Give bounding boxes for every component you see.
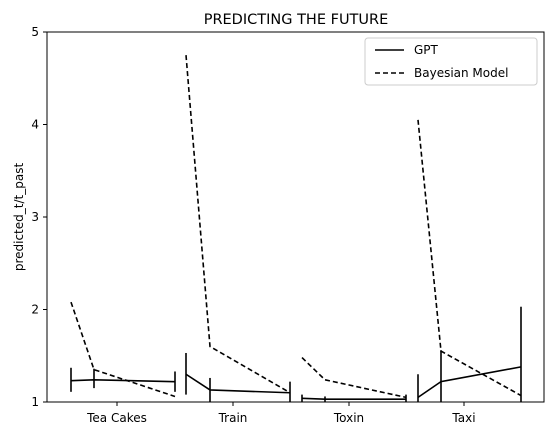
- y-tick-label: 4: [31, 118, 39, 132]
- x-tick-label: Taxi: [451, 411, 475, 425]
- y-tick-label: 1: [31, 395, 39, 409]
- legend-gpt-label: GPT: [414, 43, 439, 57]
- y-axis-label: predicted_t/t_past: [12, 163, 26, 272]
- legend-box: [364, 37, 538, 86]
- x-tick-label: Train: [218, 411, 248, 425]
- gpt-line-0: [70, 378, 176, 383]
- gpt-series: [70, 306, 522, 402]
- x-tick-label: Toxin: [333, 411, 364, 425]
- bayesian-line-0: [70, 301, 176, 398]
- gpt-line-1: [185, 373, 291, 394]
- gpt-line-2: [301, 397, 406, 401]
- x-tick-label: Tea Cakes: [86, 411, 147, 425]
- y-tick-label: 5: [31, 25, 39, 39]
- legend-bayesian-label: Bayesian Model: [414, 66, 508, 80]
- series-layer: [70, 55, 522, 402]
- bayesian-line-1: [185, 55, 291, 394]
- y-axis: 1 2 3 4 5: [31, 25, 47, 409]
- plot-frame: [46, 31, 545, 403]
- bayesian-line-2: [301, 357, 407, 399]
- chart-title: PREDICTING THE FUTURE: [204, 12, 389, 28]
- y-tick-label: 3: [31, 210, 39, 224]
- y-tick-label: 2: [31, 303, 39, 317]
- bayesian-series: [70, 55, 522, 399]
- legend: GPT Bayesian Model: [364, 37, 538, 86]
- gpt-line-3: [417, 366, 522, 399]
- x-axis: Tea Cakes Train Toxin Taxi: [86, 402, 476, 425]
- bayesian-line-3: [417, 119, 522, 397]
